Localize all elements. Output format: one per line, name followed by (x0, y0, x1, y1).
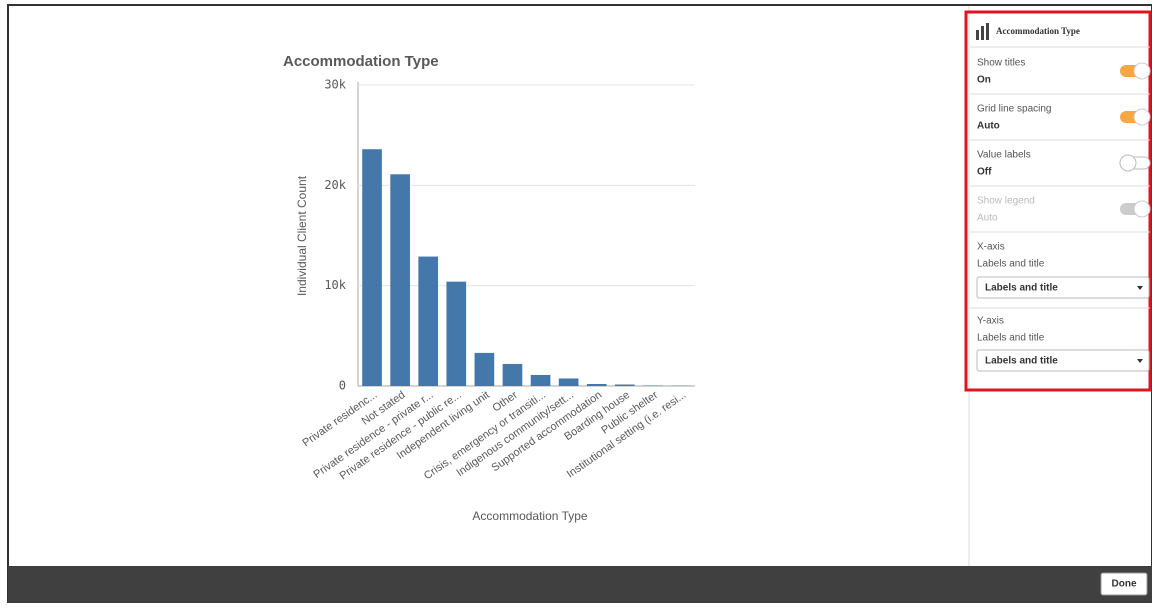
bar (615, 384, 635, 386)
toggle-knob (1120, 155, 1136, 171)
y-tick-label: 0 (339, 379, 346, 393)
y-tick-label: 10k (324, 278, 346, 292)
bar (418, 257, 438, 386)
icon (986, 23, 989, 40)
done-label: Done (1112, 579, 1137, 590)
toggle-knob (1134, 63, 1150, 79)
bar (446, 282, 466, 386)
chart-title: Accommodation Type (283, 53, 439, 70)
toggle-knob (1134, 201, 1150, 217)
icon (981, 26, 984, 40)
item-label: Grid line spacing (977, 104, 1051, 115)
x-axis-title: Accommodation Type (472, 509, 587, 523)
footer-bar (8, 566, 1152, 603)
bar (559, 378, 579, 386)
dropdown-value: Labels and title (985, 356, 1058, 367)
item-value: On (977, 75, 991, 86)
section-title: Y-axis (977, 316, 1004, 327)
bar (503, 364, 523, 386)
bar (362, 149, 382, 386)
section-title: X-axis (977, 242, 1005, 253)
panel-header: Accommodation Type (996, 26, 1080, 36)
item-label: Show titles (977, 58, 1025, 69)
bar (531, 375, 551, 386)
icon (976, 30, 979, 40)
item-value: Off (977, 167, 992, 178)
item-value: Auto (977, 121, 1000, 132)
bar (587, 384, 607, 386)
item-label: Show legend (977, 196, 1035, 207)
y-tick-label: 20k (324, 178, 346, 192)
bar (390, 174, 410, 386)
toggle-knob (1134, 109, 1150, 125)
item-label: Labels and title (977, 259, 1045, 270)
bar (475, 353, 495, 386)
bar (643, 385, 663, 386)
item-label: Value labels (977, 150, 1031, 161)
item-value: Auto (977, 213, 998, 224)
y-axis-title: Individual Client Count (295, 175, 309, 296)
item-label: Labels and title (977, 333, 1045, 344)
y-tick-label: 30k (324, 78, 346, 92)
dropdown-value: Labels and title (985, 283, 1058, 294)
